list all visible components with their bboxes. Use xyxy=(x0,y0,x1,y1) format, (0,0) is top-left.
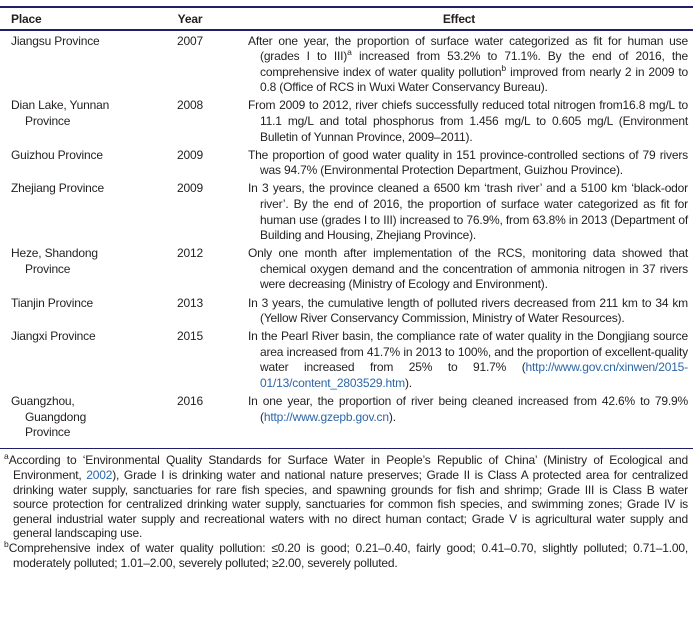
effect-cell: From 2009 to 2012, river chiefs successf… xyxy=(248,98,688,144)
table-row: Jiangxi Province 2015 In the Pearl River b… xyxy=(0,327,693,392)
table-header-row: Place Year Effect xyxy=(0,8,693,31)
year-cell: 2009 xyxy=(177,147,203,162)
table-row: Tianjin Province 2013 In 3 years, the cumu… xyxy=(0,293,693,327)
place-cell: Jiangxi Province xyxy=(11,329,96,344)
table-row: Jiangsu Province 2007 After one year, the … xyxy=(0,31,693,96)
hyperlink[interactable]: http://www.gov.cn/xinwen/2015-01/13/cont… xyxy=(260,360,688,390)
column-header-effect: Effect xyxy=(442,12,476,26)
footnote-ref-a: a xyxy=(347,47,352,58)
place-cell: Guizhou Province xyxy=(11,147,103,162)
effect-cell: In 3 years, the cumulative length of pol… xyxy=(248,295,688,326)
place-cell: Zhejiang Province xyxy=(11,181,104,196)
table-row: Dian Lake, Yunnan Province 2008 From 2009 … xyxy=(0,96,693,145)
effect-cell: In one year, the proportion of river bei… xyxy=(248,394,688,424)
table-row: Guizhou Province 2009 The proportion of go… xyxy=(0,145,693,179)
year-cell: 2016 xyxy=(177,394,203,409)
footnote-marker-b: b xyxy=(4,538,9,549)
hyperlink[interactable]: http://www.gzepb.gov.cn xyxy=(263,409,389,424)
year-cell: 2012 xyxy=(177,246,203,261)
year-cell: 2013 xyxy=(177,295,203,310)
place-cell: Tianjin Province xyxy=(11,295,94,310)
column-header-place: Place xyxy=(11,12,42,26)
effect-cell: In the Pearl River basin, the compliance… xyxy=(248,329,688,390)
hyperlink[interactable]: 2002 xyxy=(86,467,113,482)
effect-cell: In 3 years, the province cleaned a 6500 … xyxy=(248,181,688,243)
year-cell: 2015 xyxy=(177,329,203,344)
place-cell: Dian Lake, Yunnan Province xyxy=(11,98,110,128)
footnote-b: bComprehensive index of water quality po… xyxy=(4,538,688,570)
column-header-year: Year xyxy=(177,12,203,26)
footnote-a: aAccording to ‘Environmental Quality Sta… xyxy=(4,451,688,541)
footnote-ref-b: b xyxy=(501,62,507,73)
place-cell: Jiangsu Province xyxy=(11,33,100,48)
table-row: Heze, Shandong Province 2012 Only one mont… xyxy=(0,244,693,293)
year-cell: 2007 xyxy=(177,33,203,48)
table-footnotes: aAccording to ‘Environmental Quality Sta… xyxy=(0,447,693,570)
effect-cell: After one year, the proportion of surfac… xyxy=(248,33,688,95)
year-cell: 2009 xyxy=(177,181,203,196)
table-row: Guangzhou, Guangdong Province 2016 In one … xyxy=(0,392,693,441)
effect-cell: Only one month after implementation of t… xyxy=(248,246,688,292)
year-cell: 2008 xyxy=(177,98,203,113)
place-cell: Heze, Shandong Province xyxy=(11,246,98,276)
effect-cell: The proportion of good water quality in … xyxy=(248,147,688,178)
table-row: Zhejiang Province 2009 In 3 years, the pro… xyxy=(0,179,693,244)
footnote-marker-a: a xyxy=(4,451,9,462)
table-body: Jiangsu Province 2007 After one year, the … xyxy=(0,31,693,445)
place-cell: Guangzhou, Guangdong Province xyxy=(11,394,87,440)
rcs-effects-table: Place Year Effect Jiangsu Province 2007 Af… xyxy=(0,6,693,570)
